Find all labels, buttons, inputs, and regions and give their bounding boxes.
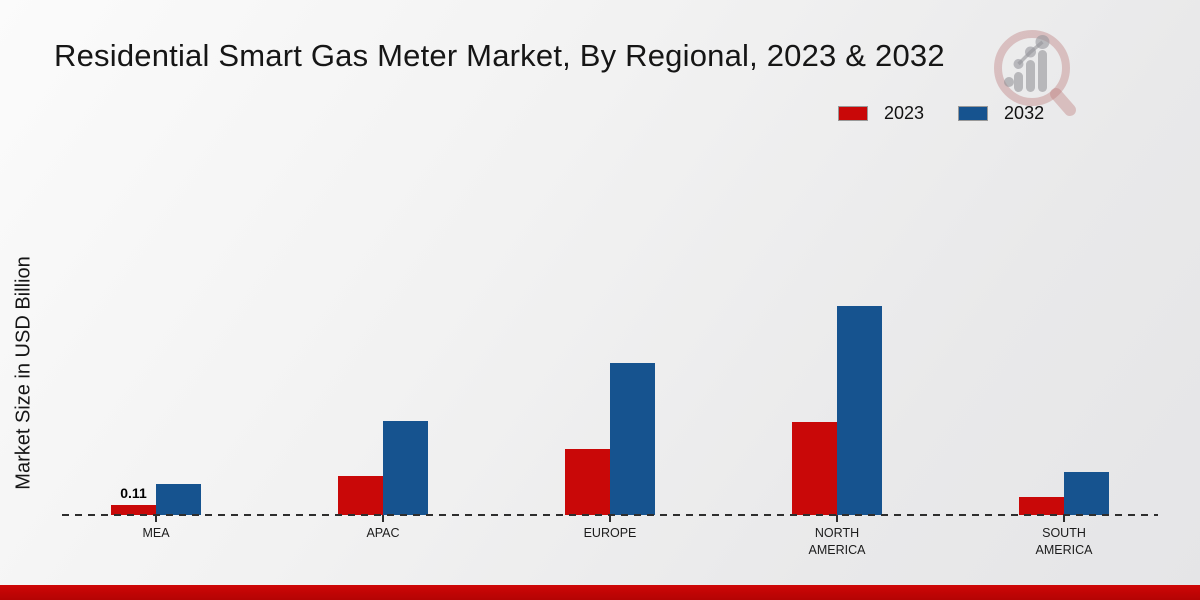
legend: 2023 2032 [838,103,1044,124]
bar-2032-europe [610,363,655,515]
bar-2032-north-america [837,306,882,515]
brand-watermark-icon [994,30,1076,116]
bar-2023-south-america [1019,497,1064,515]
bar-2032-mea [156,484,201,515]
x-label-mea: MEA [142,526,170,540]
value-label-2023-mea: 0.11 [120,485,147,501]
x-tick-north-america [836,515,838,522]
legend-swatch-2023 [838,106,868,121]
x-tick-apac [382,515,384,522]
x-label-south-america: SOUTH AMERICA [1035,526,1093,557]
legend-item-2023: 2023 [838,103,924,124]
x-tick-europe [609,515,611,522]
chart-title: Residential Smart Gas Meter Market, By R… [54,38,945,73]
bar-2023-north-america [792,422,837,515]
legend-item-2032: 2032 [958,103,1044,124]
bar-2023-mea [111,505,156,515]
x-tick-mea [155,515,157,522]
x-label-north-america: NORTH AMERICA [808,526,866,557]
x-label-apac: APAC [366,526,400,540]
bar-2023-europe [565,449,610,515]
bar-2032-apac [383,421,428,515]
x-label-europe: EUROPE [583,526,637,540]
bar-2032-south-america [1064,472,1109,515]
legend-label-2023: 2023 [884,103,925,123]
footer-accent-bar [0,585,1200,600]
bar-2023-apac [338,476,383,515]
x-tick-south-america [1063,515,1065,522]
legend-swatch-2032 [958,106,989,121]
legend-label-2032: 2032 [1004,103,1045,123]
